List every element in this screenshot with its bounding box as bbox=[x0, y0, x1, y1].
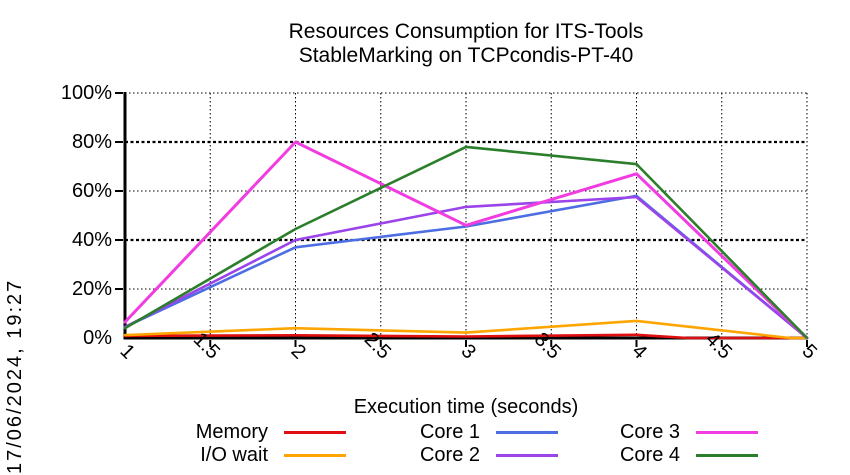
series-line-core-3 bbox=[123, 140, 809, 340]
timestamp: 17/06/2024, 19:27 bbox=[4, 278, 26, 474]
series-line-memory bbox=[123, 333, 809, 340]
y-tick-label: 80% bbox=[71, 131, 112, 153]
legend-swatch bbox=[496, 431, 558, 434]
series-line-core-2 bbox=[123, 195, 809, 340]
y-tick-label: 40% bbox=[71, 229, 112, 251]
legend-swatch bbox=[496, 454, 558, 457]
x-axis-label: Execution time (seconds) bbox=[353, 396, 579, 418]
y-tick-label: 20% bbox=[71, 278, 112, 300]
legend-label: I/O wait bbox=[200, 444, 268, 466]
legend-label: Core 4 bbox=[619, 444, 680, 466]
legend-label: Core 1 bbox=[419, 421, 480, 443]
series-line-core-4 bbox=[123, 145, 809, 340]
legend-label: Memory bbox=[195, 421, 268, 443]
legend-swatch bbox=[696, 454, 758, 457]
y-tick-label: 60% bbox=[71, 180, 112, 202]
legend-label: Core 3 bbox=[619, 421, 680, 443]
legend-swatch bbox=[284, 454, 346, 457]
legend-label: Core 2 bbox=[419, 444, 480, 466]
legend-swatch bbox=[284, 431, 346, 434]
y-tick-label: 100% bbox=[60, 82, 112, 104]
chart-subtitle: StableMarking on TCPcondis-PT-40 bbox=[298, 44, 634, 67]
series-line-i-o-wait bbox=[123, 319, 809, 340]
chart-title: Resources Consumption for ITS-Tools bbox=[288, 20, 644, 43]
y-tick-label: 0% bbox=[83, 327, 112, 349]
legend-swatch bbox=[696, 431, 758, 434]
chart-title-block: Resources Consumption for ITS-Tools Stab… bbox=[125, 20, 807, 68]
